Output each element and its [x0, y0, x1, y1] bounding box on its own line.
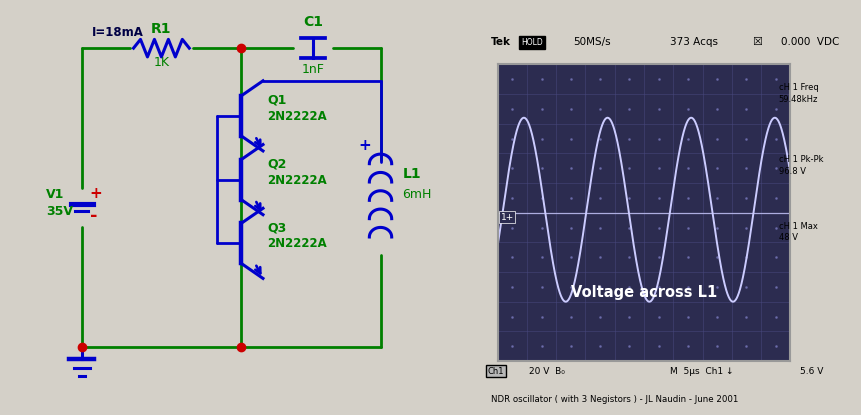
Text: ☒: ☒: [752, 37, 762, 47]
Text: Q1: Q1: [267, 94, 287, 107]
Text: Tek: Tek: [492, 37, 511, 47]
Text: 1K: 1K: [153, 56, 170, 69]
Text: 2N2222A: 2N2222A: [267, 110, 326, 123]
Text: 35V: 35V: [46, 205, 73, 218]
Text: Q2: Q2: [267, 158, 287, 171]
Text: -: -: [90, 208, 97, 225]
Text: +: +: [359, 138, 371, 153]
Text: 6mH: 6mH: [402, 188, 432, 200]
Text: HOLD: HOLD: [521, 38, 542, 47]
Text: ᴄH 1 Pk-Pk
96.8 V: ᴄH 1 Pk-Pk 96.8 V: [778, 155, 823, 176]
Text: NDR oscillator ( with 3 Negistors ) - JL Naudin - June 2001: NDR oscillator ( with 3 Negistors ) - JL…: [492, 395, 739, 404]
Text: M  5μs  Ch1 ↓: M 5μs Ch1 ↓: [670, 366, 734, 376]
Text: 5.6 V: 5.6 V: [800, 366, 823, 376]
Text: +: +: [90, 186, 102, 200]
Text: C1: C1: [303, 15, 323, 29]
Text: 20 V  B₀: 20 V B₀: [529, 366, 565, 376]
Text: 1+: 1+: [500, 212, 514, 222]
Text: 50MS/s: 50MS/s: [573, 37, 610, 47]
Text: 1nF: 1nF: [301, 63, 325, 76]
Text: ᴄH 1 Max
48 V: ᴄH 1 Max 48 V: [778, 222, 818, 242]
Text: R1: R1: [152, 22, 171, 36]
Text: 2N2222A: 2N2222A: [267, 173, 326, 187]
Text: L1: L1: [402, 166, 421, 181]
Text: ᴄH 1 Freq
59.48kHz: ᴄH 1 Freq 59.48kHz: [778, 83, 819, 104]
Text: 0.000  VDC: 0.000 VDC: [782, 37, 839, 47]
Text: Q3: Q3: [267, 222, 286, 234]
Text: 373 Acqs: 373 Acqs: [670, 37, 718, 47]
Text: Voltage across L1: Voltage across L1: [571, 285, 717, 300]
Text: 2N2222A: 2N2222A: [267, 237, 326, 250]
Text: Ch1: Ch1: [487, 366, 504, 376]
Text: V1: V1: [46, 188, 65, 200]
Text: I=18mA: I=18mA: [91, 26, 144, 39]
